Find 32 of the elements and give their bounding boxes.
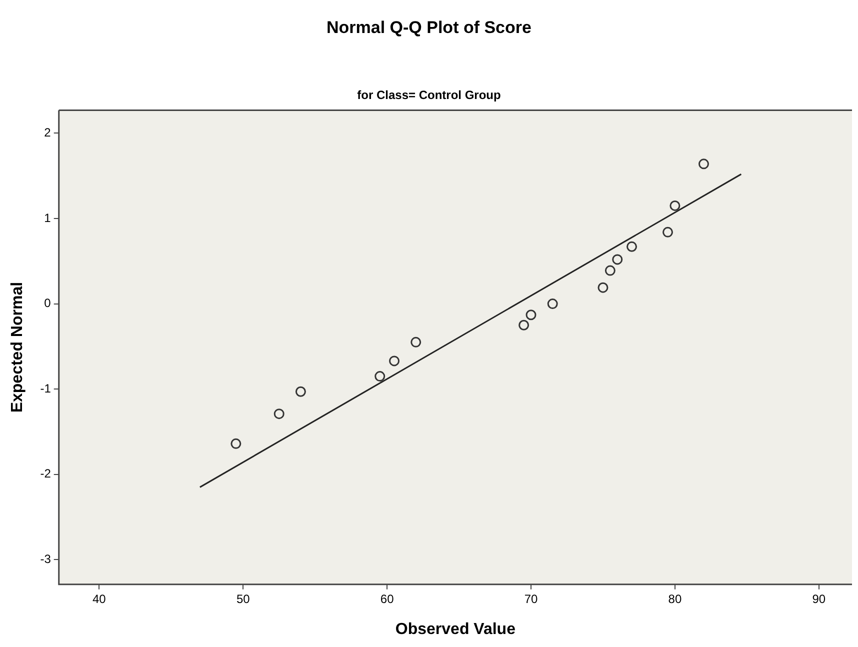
chart-subtitle: for Class= Control Group — [356, 88, 502, 102]
y-tick-label: -2 — [40, 466, 52, 481]
x-tick-label: 50 — [236, 592, 250, 606]
x-axis-title: Observed Value — [395, 620, 516, 638]
point — [598, 282, 608, 293]
x-tick-label: 80 — [668, 592, 682, 606]
y-tick-label: 2 — [44, 126, 52, 140]
y-tick-label: -1 — [40, 381, 52, 396]
y-axis-title: Expected Normal — [9, 282, 26, 413]
point — [670, 200, 680, 211]
point — [604, 265, 616, 276]
x-tick-label: 60 — [380, 592, 394, 606]
x-tick-label: 90 — [812, 592, 826, 606]
y-tick-label: 1 — [44, 210, 52, 225]
point — [612, 254, 623, 265]
x-tick-label: 70 — [524, 592, 538, 606]
point — [389, 356, 400, 366]
point — [626, 241, 638, 252]
point — [295, 386, 306, 397]
point — [518, 320, 530, 330]
point — [274, 408, 284, 420]
point — [547, 298, 558, 310]
point — [410, 336, 422, 348]
y-tick-label: 0 — [44, 296, 52, 310]
point — [526, 310, 536, 320]
point — [374, 371, 386, 382]
x-tick-label: 40 — [92, 592, 106, 606]
point — [662, 226, 673, 238]
chart-title: Normal Q-Q Plot of Score — [326, 18, 532, 38]
point — [230, 438, 242, 449]
point — [698, 158, 709, 170]
y-tick-label: -3 — [40, 552, 52, 566]
